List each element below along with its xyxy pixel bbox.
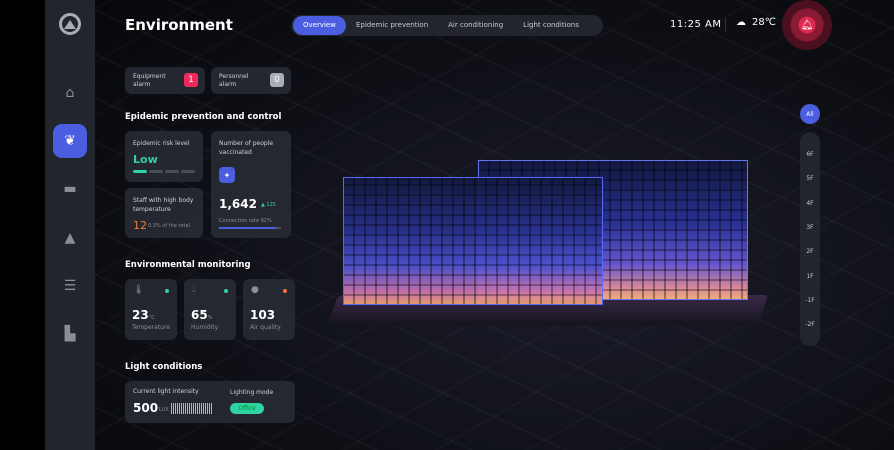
unit: °C — [148, 315, 155, 321]
risk-value: Low — [133, 153, 158, 166]
light-card: Current light intensity 500 LUX Lighting… — [125, 381, 295, 423]
floor-selector: 6F 5F 4F 3F 2F 1F -1F -2F — [800, 132, 820, 346]
personnel-alarm-count: 0 — [270, 73, 284, 87]
label: Number of people vaccinated — [219, 140, 274, 156]
tab-epidemic-prevention[interactable]: Epidemic prevention — [355, 21, 429, 29]
bell-icon[interactable]: 🔔︎ — [782, 0, 832, 50]
risk-level-card: Epidemic risk level Low — [125, 131, 203, 182]
env-card: 🌡︎ 23°C Temperature — [125, 279, 177, 340]
fever-note: 0.3% of the total — [148, 223, 190, 229]
section-heading: Environmental monitoring — [125, 260, 251, 270]
droplet-icon: 💧︎ — [192, 285, 196, 295]
building-3d-view[interactable] — [327, 155, 769, 325]
floor-option[interactable]: -1F — [805, 296, 815, 304]
floor-all-button[interactable]: All — [800, 104, 820, 124]
tab-light-conditions[interactable]: Light conditions — [523, 21, 579, 29]
weather: ☁ 28℃ — [736, 17, 776, 28]
rate-label: Connection rate 92% — [219, 218, 272, 224]
env-value: 65 — [191, 308, 208, 322]
fever-count: 12 — [133, 219, 147, 232]
env-label: Humidity — [191, 324, 219, 331]
alarm-icon[interactable]: ▲ — [64, 230, 76, 246]
label: Staff with high body temperature — [133, 197, 194, 213]
floor-option[interactable]: 3F — [806, 223, 814, 231]
vaccinated-count: 1,642 — [219, 197, 257, 211]
label: Personnel alarm — [219, 73, 249, 88]
floor-option[interactable]: -2F — [805, 321, 815, 329]
status-dot — [165, 289, 169, 293]
page-title: Environment — [125, 16, 233, 34]
logo — [59, 13, 81, 35]
floor-option[interactable]: 6F — [806, 151, 814, 158]
env-label: Temperature — [132, 324, 171, 331]
status-dot — [224, 289, 228, 293]
tab-overview[interactable]: Overview — [293, 16, 346, 35]
floor-option[interactable]: 2F — [806, 248, 814, 256]
section-heading: Light conditions — [125, 362, 203, 372]
unit: LUX — [159, 407, 169, 413]
label: Current light intensity — [133, 388, 199, 395]
particles-icon: ● — [251, 285, 259, 295]
label: Equipment alarm — [133, 73, 166, 88]
section-heading: Epidemic prevention and control — [125, 112, 282, 122]
cloud-icon: ☁ — [736, 17, 746, 28]
env-value: 23 — [132, 308, 149, 322]
layout-icon[interactable]: ▙ — [64, 326, 76, 342]
label: Epidemic risk level — [133, 140, 190, 147]
light-intensity: 500 — [133, 401, 159, 415]
floor-option[interactable]: 5F — [806, 175, 814, 183]
tab-bar: Overview Epidemic prevention Air conditi… — [291, 15, 603, 36]
env-card: 💧︎ 65% Humidity — [184, 279, 236, 340]
vaccinated-delta: ▲ 125 — [261, 202, 276, 208]
intensity-bars — [171, 403, 213, 414]
toolbox-icon[interactable]: ▬ — [63, 181, 77, 197]
server-icon[interactable]: ☰ — [63, 278, 77, 294]
main: Environment Overview Epidemic prevention… — [95, 0, 894, 450]
personnel-alarm-card[interactable]: Personnel alarm 0 — [211, 67, 291, 94]
unit: % — [207, 315, 213, 321]
vaccine-icon: ✦ — [219, 167, 235, 183]
clock: 11:25 AM — [670, 19, 722, 30]
rate-bar — [219, 227, 281, 229]
equipment-alarm-count: 1 — [184, 73, 198, 87]
plant-icon[interactable]: ❦ — [53, 124, 87, 158]
label: Lighting mode — [230, 389, 274, 396]
floor-option[interactable]: 4F — [806, 199, 814, 207]
home-icon[interactable]: ⌂ — [65, 85, 75, 101]
env-value: 103 — [250, 308, 276, 322]
env-card: ● 103 Air quality — [243, 279, 295, 340]
thermometer-icon: 🌡︎ — [133, 285, 145, 295]
risk-bar — [133, 170, 195, 173]
sidebar: ⌂ ❦ ▬ ▲ ☰ ▙ — [45, 0, 95, 450]
floor-option[interactable]: 1F — [806, 272, 814, 280]
vaccinated-card: Number of people vaccinated ✦ 1,642 ▲ 12… — [211, 131, 291, 238]
equipment-alarm-card[interactable]: Equipment alarm 1 — [125, 67, 205, 94]
temperature-readout: 28℃ — [752, 17, 776, 28]
env-label: Air quality — [250, 324, 281, 331]
status-dot — [283, 289, 287, 293]
fever-card: Staff with high body temperature 12 0.3%… — [125, 188, 203, 238]
tab-air-conditioning[interactable]: Air conditioning — [448, 21, 504, 29]
lighting-mode-badge[interactable]: Office — [230, 403, 264, 414]
